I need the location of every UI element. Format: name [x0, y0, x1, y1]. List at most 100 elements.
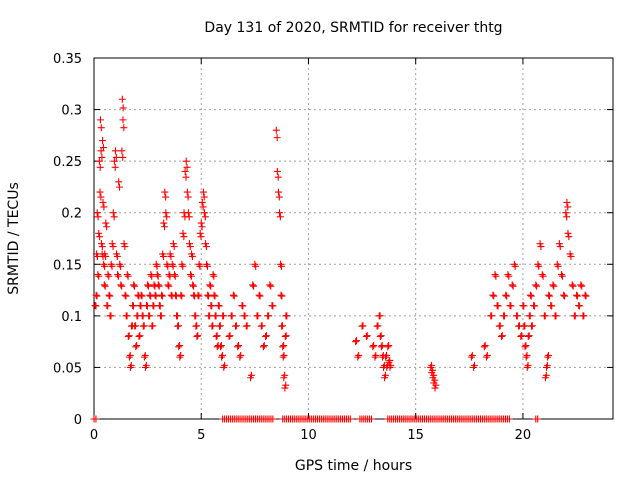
data-point — [95, 229, 103, 237]
data-point — [218, 353, 226, 361]
data-point — [217, 343, 225, 351]
data-point — [112, 153, 120, 161]
x-tick-label: 5 — [197, 428, 205, 443]
data-point — [169, 240, 177, 248]
data-point — [92, 291, 100, 299]
data-point — [550, 282, 558, 290]
data-point — [429, 366, 437, 374]
data-point — [187, 272, 195, 280]
data-point — [554, 262, 562, 270]
data-point — [136, 332, 144, 340]
data-point — [269, 302, 277, 310]
data-point — [103, 223, 111, 231]
data-point — [111, 163, 119, 171]
data-point — [165, 282, 173, 290]
data-point — [521, 322, 529, 330]
data-point — [385, 342, 393, 350]
data-point — [565, 233, 573, 241]
data-point — [489, 291, 497, 299]
data-point — [267, 282, 275, 290]
data-point — [352, 338, 360, 346]
data-point — [517, 332, 525, 340]
data-point — [155, 282, 163, 290]
data-point — [121, 291, 129, 299]
data-point — [539, 272, 547, 280]
data-point — [522, 342, 530, 350]
y-tick-label: 0.25 — [53, 155, 82, 170]
data-point — [277, 291, 285, 299]
data-point — [524, 361, 532, 369]
data-point — [235, 342, 243, 350]
data-point — [370, 342, 378, 350]
data-point — [232, 322, 240, 330]
data-point — [236, 353, 244, 361]
data-point — [207, 282, 215, 290]
data-point — [158, 291, 166, 299]
data-point — [258, 322, 266, 330]
data-point — [105, 291, 113, 299]
data-point — [522, 353, 530, 361]
data-point — [196, 229, 204, 237]
data-point — [239, 302, 247, 310]
data-point — [254, 312, 262, 320]
data-point — [492, 272, 500, 280]
data-point — [527, 292, 535, 300]
data-point — [581, 291, 589, 299]
data-point — [110, 157, 118, 165]
data-points — [90, 95, 590, 423]
data-point — [175, 343, 183, 351]
data-point — [105, 272, 113, 280]
data-point — [119, 153, 127, 161]
data-point — [95, 272, 103, 280]
data-point — [561, 292, 569, 300]
data-point — [573, 291, 581, 299]
data-point — [98, 240, 106, 248]
data-point — [577, 281, 585, 289]
x-tick-label: 0 — [90, 428, 98, 443]
data-point — [161, 188, 169, 196]
grid-layer — [94, 58, 613, 419]
data-point — [282, 381, 290, 389]
data-point — [187, 271, 195, 279]
data-point — [210, 291, 218, 299]
data-point — [571, 312, 579, 320]
data-point — [369, 343, 377, 351]
data-point — [122, 292, 130, 300]
data-point — [509, 282, 517, 290]
data-point — [428, 361, 436, 369]
data-point — [545, 291, 553, 299]
data-point — [215, 302, 223, 310]
data-point — [266, 281, 274, 289]
data-point — [374, 322, 382, 330]
data-point — [558, 271, 566, 279]
data-point — [120, 240, 128, 248]
data-point — [376, 312, 384, 320]
data-point — [431, 376, 439, 384]
data-point — [104, 271, 112, 279]
data-point — [573, 292, 581, 300]
data-point — [256, 292, 264, 300]
data-point — [177, 291, 185, 299]
data-point — [576, 302, 584, 310]
data-point — [162, 209, 170, 217]
data-point — [121, 243, 129, 251]
data-point — [386, 356, 394, 364]
data-point — [275, 193, 283, 201]
data-point — [564, 203, 572, 211]
data-point — [131, 282, 139, 290]
data-point — [96, 116, 104, 124]
data-point — [97, 193, 105, 201]
y-axis-label: SRMTID / TECUs — [6, 182, 22, 295]
data-point — [180, 233, 188, 241]
data-point — [247, 371, 255, 379]
data-point — [276, 213, 284, 221]
data-point — [563, 213, 571, 221]
data-point — [541, 312, 549, 320]
data-point — [534, 415, 542, 423]
data-point — [535, 262, 543, 270]
x-tick-label: 15 — [407, 428, 424, 443]
data-point — [177, 351, 185, 359]
data-point — [209, 322, 217, 330]
data-point — [123, 312, 131, 320]
data-point — [543, 361, 551, 369]
